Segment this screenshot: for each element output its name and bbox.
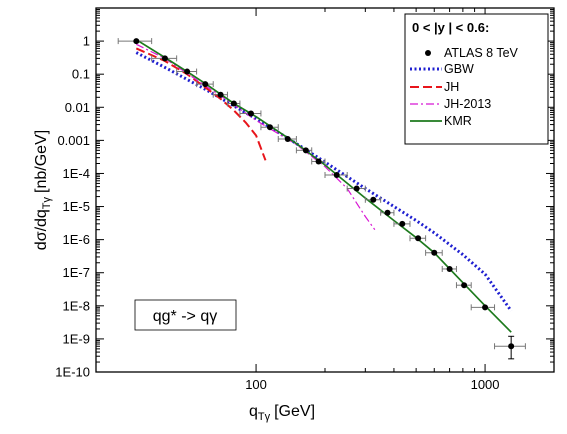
y-axis-title-unit: [nb/GeV] bbox=[33, 130, 50, 193]
data-point bbox=[247, 110, 254, 117]
series-line-jh bbox=[135, 47, 267, 161]
y-tick-label: 1E-9 bbox=[63, 331, 90, 346]
data-point bbox=[333, 171, 340, 178]
legend-label-gbw: GBW bbox=[444, 62, 474, 76]
y-tick-label: 0.001 bbox=[57, 133, 90, 148]
legend-label-atlas: ATLAS 8 TeV bbox=[444, 46, 519, 60]
y-tick-label: 1E-10 bbox=[55, 365, 90, 380]
data-point bbox=[284, 135, 291, 142]
data-points-layer bbox=[117, 38, 526, 360]
process-label: qg* -> qγ bbox=[153, 308, 217, 325]
data-point bbox=[508, 343, 515, 350]
legend-title-part-2: | < 0.6: bbox=[448, 20, 489, 35]
y-axis-title-sub: Tγ bbox=[41, 196, 53, 209]
x-tick-label: 100 bbox=[245, 377, 267, 392]
series-line-jh-2013 bbox=[136, 43, 376, 231]
data-point bbox=[446, 265, 453, 272]
data-point bbox=[184, 68, 191, 75]
y-tick-label: 0.01 bbox=[65, 100, 90, 115]
data-point bbox=[399, 220, 406, 227]
x-axis-title-unit: [GeV] bbox=[274, 403, 315, 420]
data-point bbox=[217, 91, 224, 98]
data-point bbox=[302, 147, 309, 154]
legend-label-jh2013: JH-2013 bbox=[444, 97, 491, 111]
axis-ticks: 100 1000 1 0.1 0.01 0.001 1E-4 1E-5 1E-6 1E-7 1E-8… bbox=[55, 7, 555, 392]
y-tick-label: 1E-6 bbox=[63, 232, 90, 247]
y-axis-title-main: dσ/dq bbox=[33, 209, 50, 250]
data-point bbox=[431, 249, 438, 256]
data-point bbox=[230, 100, 237, 107]
data-point bbox=[461, 282, 468, 289]
data-point bbox=[370, 196, 377, 203]
y-axis-title: dσ/dqTγ [nb/GeV] bbox=[33, 130, 53, 250]
y-tick-label: 0.1 bbox=[72, 67, 90, 82]
data-point bbox=[482, 304, 489, 311]
legend-marker-atlas bbox=[425, 50, 431, 56]
y-tick-label: 1E-4 bbox=[63, 166, 90, 181]
y-tick-label: 1E-5 bbox=[63, 199, 90, 214]
series-line-gbw bbox=[135, 51, 513, 312]
legend-box bbox=[404, 13, 549, 145]
y-tick-label: 1E-7 bbox=[63, 265, 90, 280]
y-tick-label: 1E-8 bbox=[63, 298, 90, 313]
data-point bbox=[266, 124, 273, 131]
series-line-kmr bbox=[135, 38, 512, 333]
data-point bbox=[353, 185, 360, 192]
series-layer bbox=[135, 38, 513, 333]
x-axis-title-main: q bbox=[249, 403, 258, 420]
legend-label-jh: JH bbox=[444, 80, 459, 94]
x-tick-label: 1000 bbox=[471, 377, 500, 392]
data-point bbox=[161, 55, 168, 62]
y-tick-label: 1 bbox=[83, 34, 90, 49]
data-point bbox=[415, 235, 422, 242]
x-axis-title: qTγ [GeV] bbox=[249, 403, 315, 423]
x-axis-title-sub: Tγ bbox=[258, 411, 271, 423]
data-point bbox=[384, 209, 391, 216]
data-point bbox=[133, 38, 140, 45]
data-point bbox=[315, 158, 322, 165]
legend: 0 < |y | < 0.6: ATLAS 8 TeV GBW JH JH-20… bbox=[404, 13, 549, 145]
process-label-frame bbox=[134, 299, 237, 331]
legend-title-part-1: 0 < |y bbox=[412, 20, 446, 35]
legend-title: 0 < |y | < 0.6: bbox=[412, 20, 489, 37]
process-label-box: qg* -> qγ bbox=[134, 299, 237, 331]
data-point bbox=[202, 81, 209, 88]
legend-label-kmr: KMR bbox=[444, 114, 472, 128]
